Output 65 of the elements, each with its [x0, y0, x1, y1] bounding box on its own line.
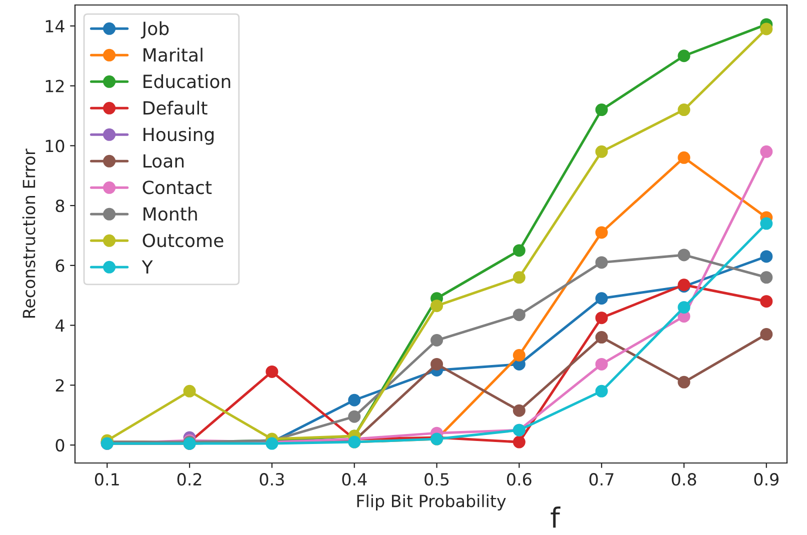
point — [595, 384, 608, 398]
point — [348, 394, 361, 406]
point — [512, 244, 526, 257]
point — [678, 376, 690, 388]
point — [678, 104, 690, 116]
point — [595, 312, 608, 324]
point — [760, 328, 773, 341]
point — [760, 22, 773, 36]
y-tick-label: 6 — [56, 259, 64, 272]
point — [183, 384, 196, 398]
point — [512, 404, 526, 417]
point — [512, 308, 526, 322]
x-tick-label: 0.6 — [507, 473, 532, 486]
legend-label: Job — [140, 21, 169, 39]
x-tick-label: 0.5 — [424, 473, 449, 486]
point — [678, 301, 690, 314]
point — [760, 271, 773, 284]
x-tick-label: 0.9 — [754, 473, 778, 486]
x-axis-title: Flip Bit Probability — [357, 494, 506, 511]
legend-label: Contact — [142, 180, 212, 194]
point — [595, 256, 608, 269]
point — [512, 348, 526, 362]
legend-label: Loan — [144, 154, 184, 168]
y-tick-label: 0 — [56, 439, 64, 452]
text: f — [550, 506, 560, 528]
x-tick-label: 0.2 — [177, 473, 202, 486]
x-tick-label: 0.8 — [672, 473, 696, 486]
x-tick-label: 0.7 — [589, 473, 614, 486]
point — [430, 300, 444, 312]
legend-label: Default — [144, 100, 208, 115]
point — [512, 271, 526, 284]
legend-label: Housing — [144, 127, 214, 145]
y-tick-label: 4 — [55, 319, 64, 332]
point — [760, 250, 773, 263]
x-tick-label: 0.1 — [94, 473, 119, 486]
x-tick-label: 0.3 — [260, 473, 284, 486]
point — [512, 436, 526, 448]
point — [266, 365, 278, 378]
point — [595, 358, 608, 370]
y-tick-label: 2 — [56, 379, 64, 392]
legend-label: Y — [142, 260, 153, 274]
y-tick-label: 10 — [46, 140, 64, 152]
point — [760, 295, 773, 308]
point — [430, 334, 444, 347]
point — [678, 248, 690, 262]
y-tick-label: 8 — [56, 200, 64, 212]
point — [595, 145, 608, 158]
point — [760, 145, 773, 158]
point — [348, 410, 361, 423]
point — [430, 358, 444, 370]
legend-label: Marital — [144, 48, 202, 62]
legend-label: Outcome — [142, 234, 224, 248]
point — [760, 217, 773, 230]
legend-label: Education — [144, 74, 230, 88]
point — [595, 292, 608, 305]
y-tick-label: 12 — [46, 80, 64, 92]
point — [678, 151, 690, 164]
legend-label: Month — [144, 206, 197, 221]
point — [595, 104, 608, 116]
point — [678, 50, 690, 62]
point — [595, 226, 608, 239]
y-tick-label: 14 — [46, 20, 64, 32]
point — [595, 331, 608, 344]
x-tick-label: 0.4 — [342, 473, 367, 486]
y-axis-title: Reconstruction Error — [22, 148, 36, 318]
